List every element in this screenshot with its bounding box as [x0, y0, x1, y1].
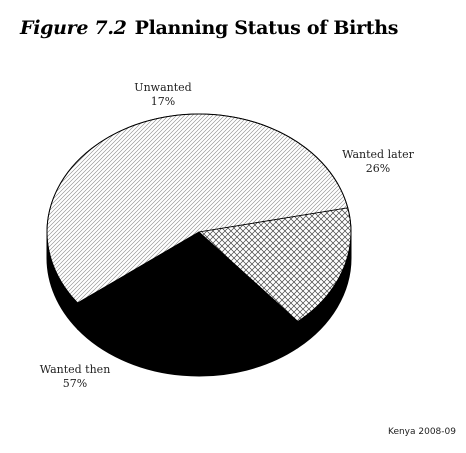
slice-label-wanted-then-name: Wanted then — [40, 363, 111, 376]
figure-title-text: Planning Status of Births — [134, 17, 399, 39]
slice-label-wanted-later-pct: 26% — [366, 162, 390, 175]
slice-label-wanted-then-pct: 57% — [63, 377, 87, 390]
source-note: Kenya 2008-09 — [387, 427, 456, 437]
slice-label-unwanted-pct: 17% — [151, 95, 175, 108]
slice-label-unwanted-name: Unwanted — [134, 81, 191, 94]
slice-label-unwanted: Unwanted 17% — [134, 81, 191, 108]
slice-label-wanted-then: Wanted then 57% — [40, 363, 111, 390]
figure-title: Figure 7.2 Planning Status of Births — [20, 17, 399, 39]
pie-rim — [46, 113, 352, 351]
slice-label-wanted-later: Wanted later 26% — [342, 148, 414, 175]
slice-label-wanted-later-name: Wanted later — [342, 148, 414, 161]
figure-number: Figure 7.2 — [20, 17, 127, 39]
